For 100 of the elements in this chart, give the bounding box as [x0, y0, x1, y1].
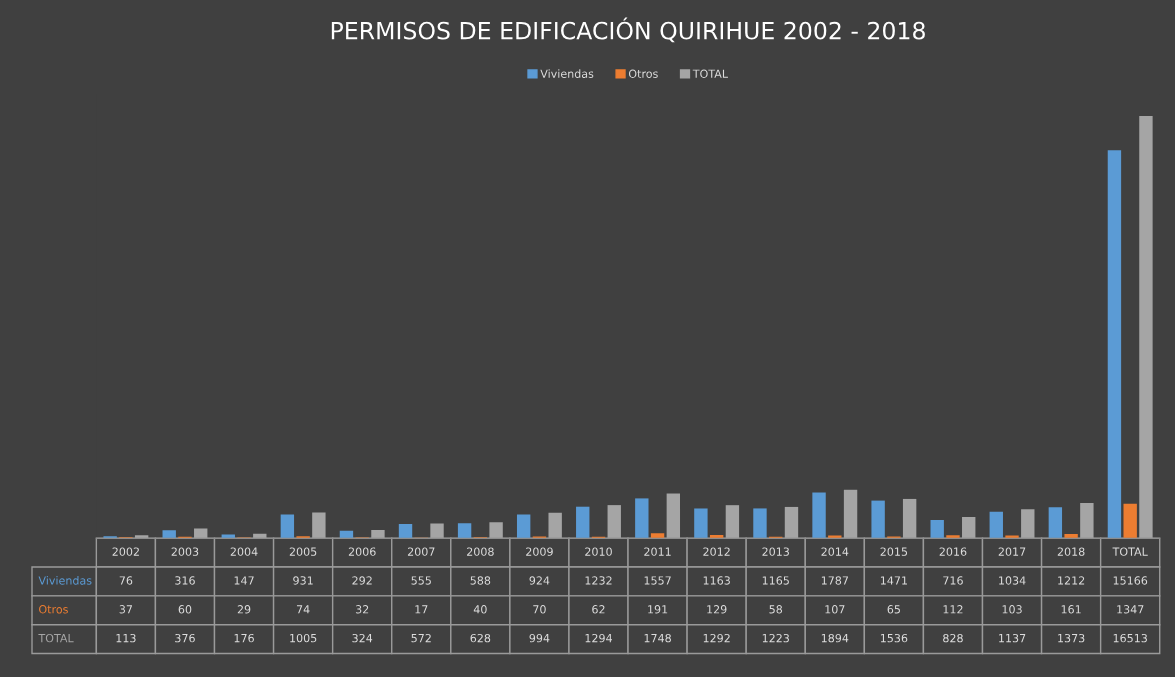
data-label: 292: [352, 576, 372, 585]
x-tick-label: 2011: [644, 547, 671, 556]
bar: [989, 511, 1003, 539]
data-label: 1223: [762, 633, 789, 643]
bar: [1107, 150, 1122, 539]
x-tick-label: TOTAL: [1112, 547, 1148, 556]
text: Viviendas: [38, 576, 92, 585]
x-tick-label: 2005: [289, 547, 317, 556]
x-tick-label: 2003: [171, 547, 199, 556]
data-label: 112: [943, 605, 963, 614]
data-label: 1373: [1058, 633, 1085, 643]
x-tick-label: 2017: [998, 547, 1026, 556]
data-label: 828: [943, 633, 963, 643]
data-label: 1894: [821, 633, 849, 643]
data-label: 1557: [644, 576, 671, 585]
bar: [828, 535, 842, 539]
data-label: 1748: [644, 633, 671, 643]
data-label: 555: [411, 576, 431, 585]
bar: [812, 492, 826, 539]
text: Otros: [39, 605, 68, 614]
bar: [1048, 507, 1063, 539]
x-tick-label: 2015: [880, 547, 908, 556]
data-label: 1347: [1117, 605, 1144, 614]
data-label: 74: [296, 605, 310, 614]
bar: [221, 534, 235, 539]
data-label: 1212: [1058, 576, 1085, 585]
data-label: 103: [1002, 605, 1022, 614]
data-label: 1536: [880, 633, 908, 643]
data-label: 1034: [999, 576, 1026, 585]
bar: [576, 506, 590, 539]
data-label: 32: [355, 605, 369, 614]
data-label: 931: [293, 576, 313, 585]
data-label: 628: [470, 633, 491, 643]
data-label: 324: [352, 633, 373, 643]
bar: [694, 508, 708, 539]
data-label: 29: [237, 605, 251, 614]
data-label: 17: [415, 605, 428, 614]
data-label: 15166: [1113, 576, 1148, 585]
data-label: 1005: [290, 633, 317, 643]
x-tick-label: 2006: [348, 547, 376, 556]
data-label: 376: [175, 633, 195, 643]
bar: [162, 530, 176, 539]
data-label: 1137: [999, 633, 1026, 643]
data-label: 588: [470, 576, 491, 585]
bar: [516, 514, 531, 539]
data-label: 147: [234, 576, 254, 585]
legend-label: TOTAL: [692, 69, 728, 78]
bar: [457, 523, 472, 539]
x-tick-label: 2007: [407, 547, 435, 556]
data-label: 176: [234, 633, 254, 643]
x-tick-label: 2004: [230, 547, 258, 556]
data-label: 60: [178, 605, 192, 614]
data-label: 58: [769, 605, 783, 614]
x-tick-label: 2014: [821, 547, 849, 556]
x-tick-label: 2016: [939, 547, 967, 556]
data-label: 62: [592, 605, 605, 614]
data-label: 70: [533, 605, 546, 614]
data-label: 191: [648, 605, 668, 614]
data-label: 924: [529, 576, 550, 585]
data-label: 316: [175, 576, 195, 585]
bar: [753, 508, 767, 539]
x-tick-label: 2010: [585, 547, 612, 556]
data-label: 1232: [585, 576, 612, 585]
x-tick-label: 2012: [703, 547, 730, 556]
data-label: 572: [411, 633, 431, 643]
data-label: 76: [119, 576, 133, 585]
data-label: 129: [707, 605, 727, 614]
data-label: 1163: [703, 576, 730, 585]
data-label: 65: [887, 605, 900, 614]
x-tick-label: 2008: [467, 547, 494, 556]
data-label: 37: [119, 605, 133, 614]
x-tick-label: 2013: [762, 547, 789, 556]
bar: [871, 500, 885, 539]
data-label: 1165: [762, 576, 789, 585]
data-label: 113: [116, 633, 136, 643]
data-label: 107: [825, 605, 845, 614]
bar: [1064, 534, 1078, 539]
data-label: 1471: [880, 576, 907, 585]
bar: [930, 519, 944, 539]
bar: [1123, 503, 1137, 539]
legend-label: Otros: [628, 69, 658, 78]
bar: [339, 530, 354, 539]
data-label: 40: [473, 605, 487, 614]
data-label: 1292: [703, 633, 730, 643]
bar: [398, 524, 413, 539]
data-label: 161: [1061, 605, 1081, 614]
x-tick-label: 2002: [112, 547, 139, 556]
bar: [280, 514, 295, 539]
x-tick-label: 2018: [1057, 547, 1085, 556]
data-label: 716: [943, 576, 963, 585]
bar: [635, 498, 649, 539]
data-label: 994: [529, 633, 550, 643]
legend-label: Viviendas: [540, 69, 594, 78]
bar: [650, 533, 665, 539]
x-tick-label: 2009: [526, 547, 553, 556]
chart-title: PERMISOS DE EDIFICACIÓN QUIRIHUE 2002 - 2018: [331, 17, 925, 43]
data-label: 1294: [585, 633, 613, 643]
data-label: 16513: [1113, 633, 1147, 643]
data-label: 1787: [821, 576, 848, 585]
bar: [946, 535, 960, 539]
